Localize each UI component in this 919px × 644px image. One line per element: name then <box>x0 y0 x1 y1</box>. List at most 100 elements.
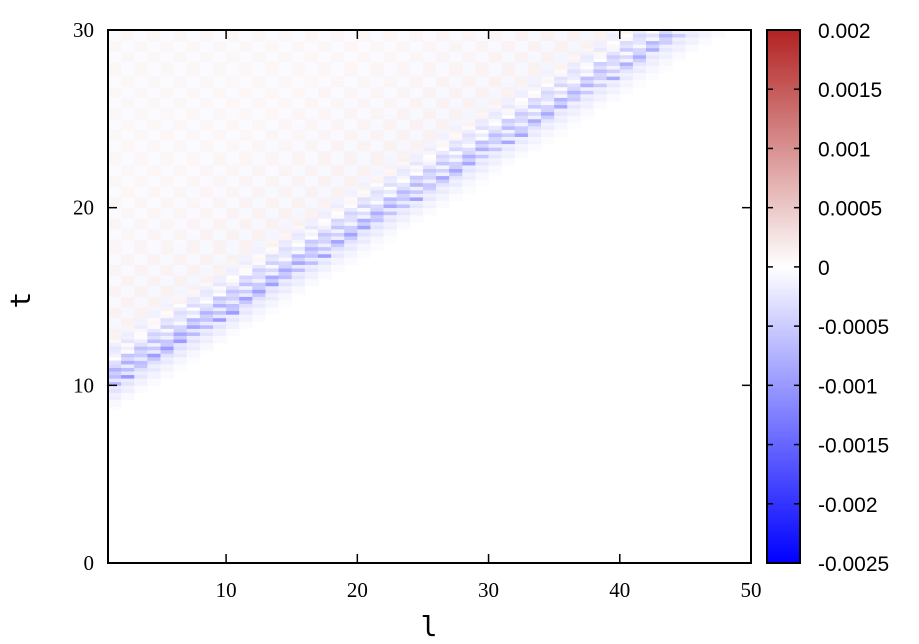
heatmap-cell <box>278 136 293 141</box>
heatmap-cell <box>278 44 293 49</box>
heatmap-cell <box>160 250 175 255</box>
heatmap-cell <box>436 108 450 113</box>
heatmap-cell <box>317 33 332 38</box>
heatmap-cell <box>462 40 476 45</box>
heatmap-cell <box>462 47 476 52</box>
heatmap-cell <box>173 356 188 361</box>
heatmap-cell <box>239 175 253 180</box>
heatmap-cell <box>239 30 253 34</box>
heatmap-cell <box>357 232 371 237</box>
heatmap-cell <box>317 197 332 201</box>
heatmap-cell <box>186 186 201 191</box>
heatmap-cell <box>291 104 306 109</box>
heatmap-cell <box>160 328 175 333</box>
heatmap-cell <box>160 61 175 66</box>
heatmap-cell <box>567 54 581 59</box>
heatmap-cell <box>186 136 201 141</box>
heatmap-cell <box>462 97 476 102</box>
heatmap-cell <box>265 250 279 255</box>
heatmap-cell <box>186 204 201 209</box>
x-tick-label: 10 <box>216 578 237 602</box>
heatmap-cell <box>121 189 135 194</box>
heatmap-cell <box>226 125 240 130</box>
heatmap-cell <box>672 58 686 63</box>
heatmap-cell <box>199 129 214 134</box>
heatmap-cell <box>344 79 358 84</box>
heatmap-cell <box>317 260 332 265</box>
heatmap-cell <box>252 182 266 187</box>
heatmap-cell <box>134 214 148 219</box>
heatmap-cell <box>501 65 516 70</box>
heatmap-cell <box>462 79 476 84</box>
heatmap-cell <box>278 250 293 255</box>
heatmap-cell <box>173 140 188 145</box>
heatmap-cell <box>212 133 227 137</box>
heatmap-cell <box>501 93 516 98</box>
heatmap-cell <box>121 335 135 340</box>
heatmap-cell <box>186 289 201 294</box>
heatmap-cell <box>357 118 371 123</box>
heatmap-cell <box>370 168 384 173</box>
heatmap-cell <box>252 37 266 42</box>
heatmap-cell <box>304 260 319 265</box>
x-tick-label: 40 <box>609 578 630 602</box>
heatmap-cell <box>212 93 227 98</box>
heatmap-cell <box>462 175 476 180</box>
heatmap-cell <box>422 197 437 201</box>
heatmap-cell <box>160 115 175 120</box>
heatmap-cell <box>147 228 161 233</box>
heatmap-cell <box>317 243 332 248</box>
heatmap-cell <box>160 264 175 269</box>
heatmap-cell <box>121 300 135 304</box>
heatmap-cell <box>186 349 201 354</box>
heatmap-cell <box>199 285 214 290</box>
heatmap-cell <box>344 44 358 49</box>
heatmap-cell <box>462 189 476 194</box>
heatmap-cell <box>108 179 122 184</box>
heatmap-cell <box>173 353 188 358</box>
heatmap-cell <box>317 246 332 251</box>
heatmap-cell <box>147 129 161 134</box>
heatmap-cell <box>370 118 384 123</box>
heatmap-cell <box>646 37 660 42</box>
heatmap-cell <box>291 168 306 173</box>
heatmap-cell <box>239 150 253 155</box>
heatmap-cell <box>121 211 135 216</box>
heatmap-cell <box>121 292 135 297</box>
heatmap-cell <box>475 97 489 102</box>
heatmap-cell <box>212 175 227 180</box>
heatmap-cell <box>396 133 411 137</box>
heatmap-cell <box>265 289 279 294</box>
heatmap-cell <box>344 207 358 212</box>
heatmap-cell <box>291 260 306 265</box>
heatmap-cell <box>357 243 371 248</box>
heatmap-cell <box>370 97 384 102</box>
heatmap-cell <box>567 69 581 74</box>
heatmap-cell <box>396 168 411 173</box>
heatmap-cell <box>370 65 384 70</box>
heatmap-cell <box>396 40 411 45</box>
heatmap-cell <box>409 58 424 63</box>
heatmap-cell <box>488 47 503 52</box>
heatmap-cell <box>462 115 476 120</box>
heatmap-cell <box>488 140 503 145</box>
heatmap-cell <box>422 111 437 116</box>
heatmap-cell <box>436 93 450 98</box>
heatmap-cell <box>121 51 135 56</box>
heatmap-cell <box>357 236 371 241</box>
heatmap-cell <box>134 289 148 294</box>
heatmap-cell <box>370 147 384 152</box>
heatmap-cell <box>160 86 175 91</box>
heatmap-cell <box>134 204 148 209</box>
heatmap-cell <box>436 118 450 123</box>
heatmap-cell <box>134 143 148 148</box>
heatmap-cell <box>239 79 253 84</box>
heatmap-cell <box>121 157 135 162</box>
heatmap-cell <box>436 83 450 88</box>
heatmap-cell <box>304 33 319 38</box>
heatmap-cell <box>121 111 135 116</box>
heatmap-cell <box>108 140 122 145</box>
heatmap-cell <box>436 193 450 198</box>
heatmap-cell <box>580 97 594 102</box>
heatmap-cell <box>475 140 489 145</box>
